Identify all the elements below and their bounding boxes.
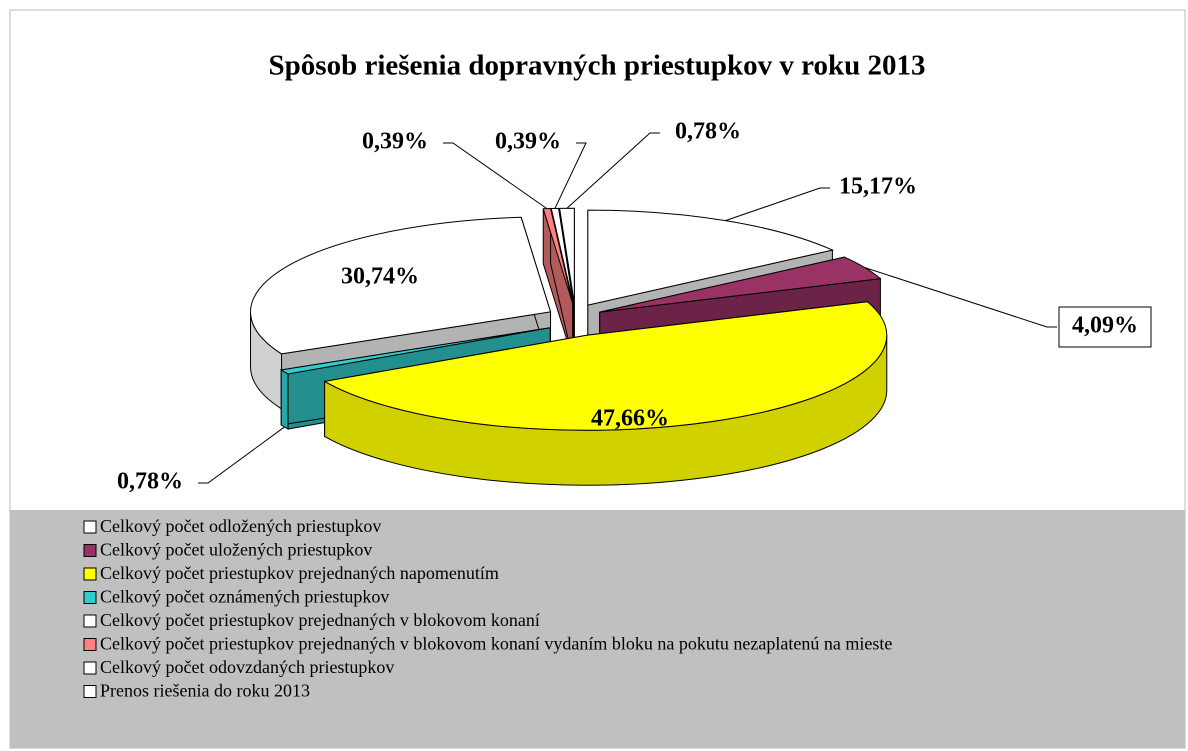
legend-label: Celkový počet odložených priestupkov bbox=[100, 516, 381, 536]
slice bbox=[279, 327, 551, 375]
legend-box bbox=[10, 510, 1185, 748]
data-label: 0,39% bbox=[362, 129, 428, 155]
leader-line bbox=[554, 142, 587, 209]
data-label: 47,66% bbox=[591, 406, 669, 432]
slice bbox=[323, 301, 888, 431]
chart-title: Spôsob riešenia dopravných priestupkov v… bbox=[269, 50, 926, 82]
legend-swatch bbox=[83, 520, 97, 534]
data-label: 0,39% bbox=[495, 129, 561, 155]
data-label: 30,74% bbox=[341, 264, 419, 290]
legend-label: Prenos riešenia do roku 2013 bbox=[100, 681, 310, 701]
data-label: 0,78% bbox=[117, 469, 183, 495]
legend-label: Celkový počet odovzdaných priestupkov bbox=[100, 657, 394, 677]
legend-label: Celkový počet priestupkov prejednaných v… bbox=[100, 610, 540, 630]
legend-swatch bbox=[83, 567, 97, 581]
legend-label: Celkový počet oznámených priestupkov bbox=[100, 587, 389, 607]
legend-swatch bbox=[83, 685, 97, 698]
legend-label: Celkový počet priestupkov prejednaných v… bbox=[100, 634, 892, 654]
slice bbox=[250, 216, 552, 355]
legend-swatch bbox=[83, 661, 97, 675]
leader-line bbox=[566, 132, 660, 209]
legend-label: Celkový počet priestupkov prejednaných n… bbox=[100, 563, 499, 583]
slice bbox=[599, 256, 882, 313]
legend-label: Celkový počet uložených priestupkov bbox=[100, 540, 372, 560]
slice-side bbox=[280, 368, 289, 430]
pie bbox=[250, 207, 888, 486]
leader-line bbox=[864, 266, 1057, 328]
legend: Celkový počet odložených priestupkov Celk… bbox=[83, 516, 892, 701]
legend-swatch bbox=[83, 638, 97, 651]
slice bbox=[587, 209, 835, 306]
label-box bbox=[1058, 306, 1152, 348]
leader-line bbox=[443, 142, 548, 210]
labels: 15,17% 4,09% 47,66% 0,78% 30,74% 0,39% 0,39% 0,… bbox=[117, 119, 1152, 495]
legend-swatch bbox=[83, 591, 97, 604]
legend-swatch bbox=[83, 544, 97, 557]
legend-swatch bbox=[83, 614, 97, 628]
leader-line bbox=[198, 426, 285, 484]
slice bbox=[550, 207, 574, 304]
data-label: 15,17% bbox=[839, 174, 917, 200]
leader-line bbox=[725, 187, 830, 222]
data-label: 4,09% bbox=[1072, 313, 1138, 339]
data-label: 0,78% bbox=[675, 119, 741, 145]
